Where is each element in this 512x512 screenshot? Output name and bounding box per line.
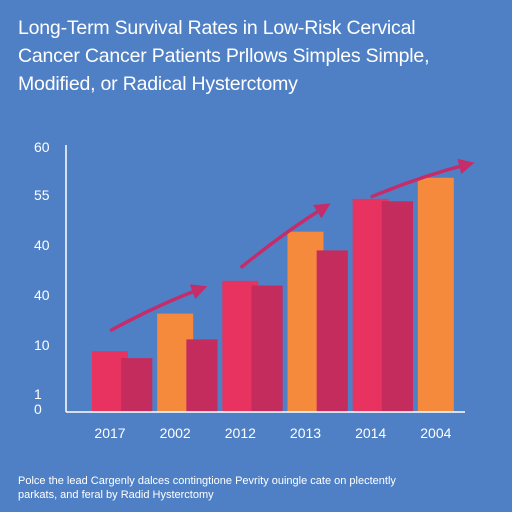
x-tick-label-2014: 2014 [355, 425, 386, 441]
x-tick-label-2017: 2017 [94, 425, 125, 441]
title-line-2: Cancer Cancer Patients Prllows Simples S… [18, 45, 430, 67]
bar-2002-2 [186, 339, 218, 412]
x-tick-label-2002: 2002 [160, 425, 191, 441]
y-tick-label: 40 [34, 287, 50, 303]
x-tick-label-2013: 2013 [290, 425, 321, 441]
chart-caption: Polce the lead Cargenly dalces contingti… [18, 474, 498, 502]
x-tick-label-2004: 2004 [420, 425, 451, 441]
bar-2012-2 [251, 285, 283, 412]
trend-arrow-1 [109, 284, 208, 332]
y-tick-label: 1 [34, 386, 42, 402]
y-tick-label: 0 [34, 401, 42, 417]
chart-title: Long-Term Survival Rates in Low-Risk Cer… [18, 14, 488, 98]
x-tick-label-2012: 2012 [225, 425, 256, 441]
bar-2004-1 [417, 177, 454, 412]
bar-2013-2 [316, 250, 348, 412]
y-tick-labels: 01 10 40 40 55 60 [34, 139, 50, 417]
bar-2017-2 [121, 358, 153, 412]
bars-layer [92, 177, 454, 412]
caption-line-1: Polce the lead Cargenly dalces contingti… [18, 475, 396, 487]
caption-line-2: parkats, and feral by Radid Hysterctomy [18, 489, 214, 501]
x-tick-labels: 2017 2002 2012 2013 2014 2004 [94, 425, 451, 441]
title-line-3: Modified, or Radical Hysterctomy [18, 73, 298, 95]
y-tick-label: 60 [34, 139, 50, 155]
y-tick-label: 40 [34, 237, 50, 253]
y-tick-label: 55 [34, 187, 50, 203]
trend-arrow-3 [370, 158, 475, 199]
bar-2014-2 [381, 201, 413, 412]
trend-arrows [109, 158, 475, 332]
title-line-1: Long-Term Survival Rates in Low-Risk Cer… [18, 17, 416, 39]
y-tick-label: 10 [34, 337, 50, 353]
trend-arrow-2 [240, 203, 331, 269]
